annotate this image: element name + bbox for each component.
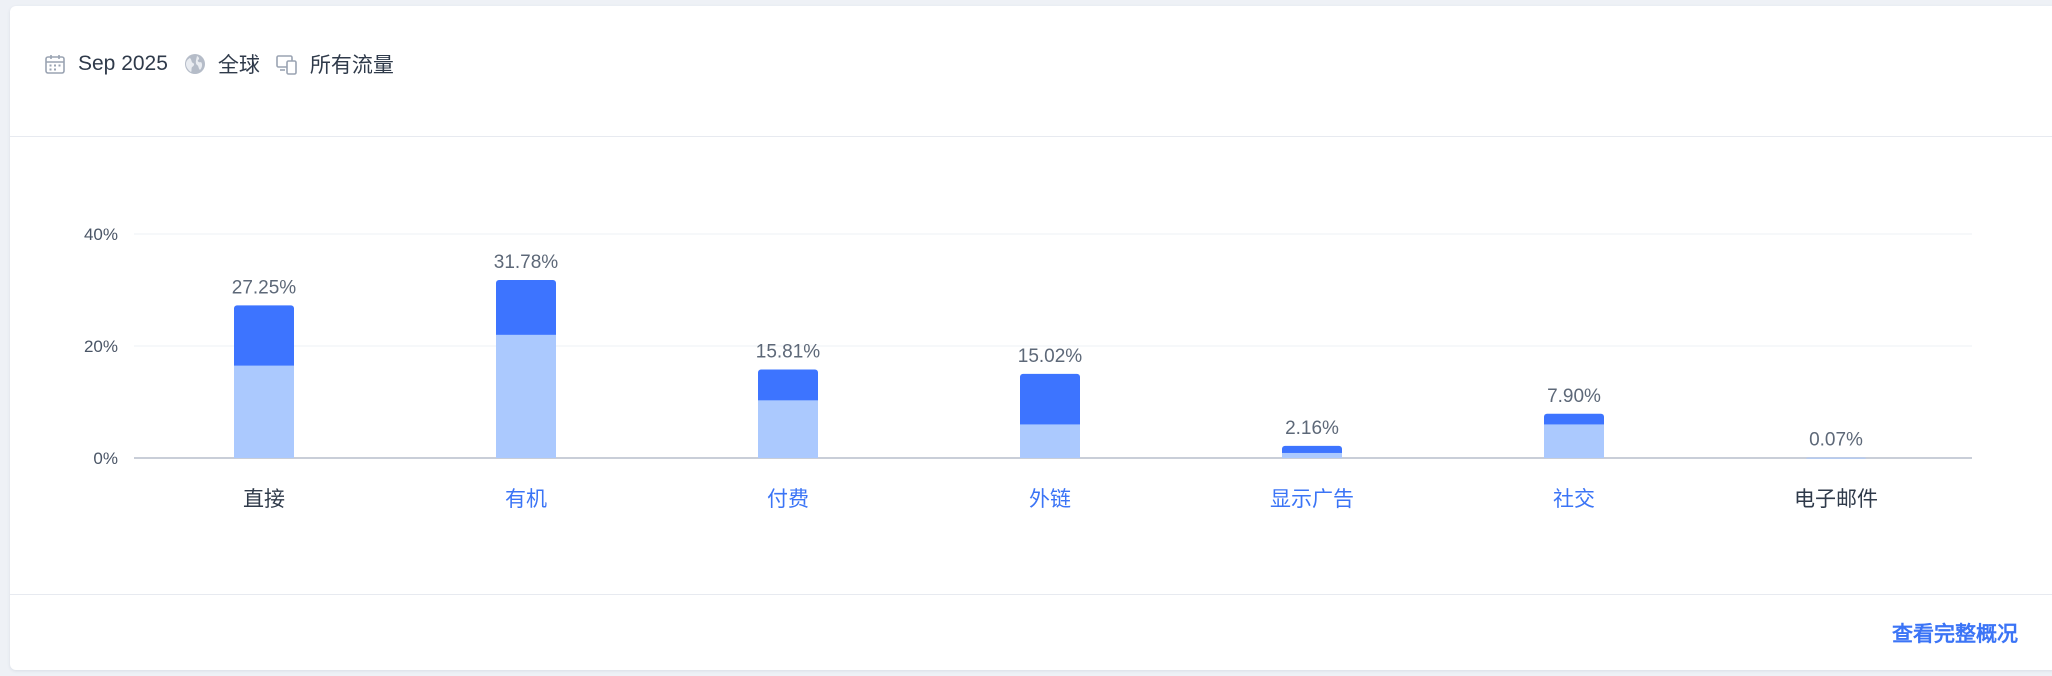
traffic-channel-bar-chart: 0% 20% 40% 27.25% 直接 31.78% 有机 15.81% 付费 15.02% 外… [84, 225, 1972, 511]
category-label[interactable]: 有机 [505, 487, 547, 511]
bar-value-label: 0.07% [1809, 430, 1863, 451]
category-label[interactable]: 外链 [1029, 487, 1071, 511]
bar-value-label: 15.81% [756, 341, 821, 362]
bar-group-2[interactable] [496, 280, 556, 458]
grid-layer: 0% 20% 40% [84, 225, 1972, 468]
bar-group-6[interactable] [1544, 413, 1604, 458]
bar-segment-lower[interactable] [234, 365, 294, 458]
calendar-icon [42, 51, 68, 77]
footer-divider [10, 594, 2052, 595]
date-filter[interactable]: Sep 2025 [42, 51, 168, 77]
bar-group-4[interactable] [1020, 373, 1080, 458]
y-tick-label: 0% [93, 449, 118, 468]
bar-segment-lower[interactable] [758, 400, 818, 458]
label-layer: 27.25% 直接 31.78% 有机 15.81% 付费 15.02% 外链 2.16% 显示广… [232, 252, 1878, 511]
filter-bar: Sep 2025 全球 所有流量 [42, 46, 408, 82]
bar-value-label: 2.16% [1285, 418, 1339, 439]
traffic-filter-label: 所有流量 [309, 54, 394, 77]
region-filter-label: 全球 [217, 54, 260, 77]
bar-group-1[interactable] [234, 305, 294, 458]
bar-segment-lower[interactable] [496, 334, 556, 458]
category-label[interactable]: 社交 [1553, 487, 1595, 511]
bar-segment-upper[interactable] [1806, 457, 1866, 459]
bar-layer [234, 280, 1866, 459]
bar-segment-lower[interactable] [1544, 424, 1604, 458]
view-full-overview-link[interactable]: 查看完整概况 [1892, 623, 2018, 646]
category-label: 电子邮件 [1794, 487, 1878, 511]
bar-value-label: 15.02% [1018, 346, 1083, 367]
bar-group-3[interactable] [758, 369, 818, 458]
category-label[interactable]: 显示广告 [1270, 487, 1354, 511]
category-label: 直接 [243, 487, 285, 511]
bar-value-label: 31.78% [494, 252, 559, 273]
traffic-sources-card: Sep 2025 全球 所有流量 0 [10, 6, 2052, 670]
region-filter[interactable]: 全球 [182, 49, 260, 79]
bar-group-5[interactable] [1282, 445, 1342, 458]
y-tick-label: 40% [84, 225, 118, 244]
header-divider [10, 136, 2052, 137]
date-filter-label: Sep 2025 [78, 52, 168, 75]
bar-segment-lower[interactable] [1020, 424, 1080, 458]
bar-value-label: 27.25% [232, 277, 297, 298]
globe-icon [182, 51, 208, 77]
traffic-filter[interactable]: 所有流量 [274, 49, 394, 79]
category-label[interactable]: 付费 [767, 487, 809, 511]
bar-segment-lower[interactable] [1282, 452, 1342, 458]
bar-value-label: 7.90% [1547, 386, 1601, 407]
devices-icon [274, 51, 300, 77]
y-tick-label: 20% [84, 337, 118, 356]
bar-group-7[interactable] [1806, 457, 1866, 459]
